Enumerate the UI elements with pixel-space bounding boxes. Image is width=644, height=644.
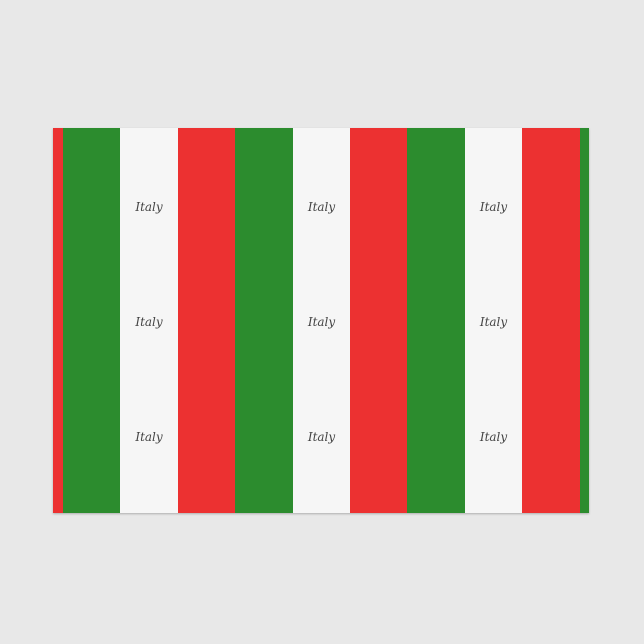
italy-label: Italy	[135, 200, 163, 214]
stripe-red	[522, 128, 580, 513]
italy-label: Italy	[479, 200, 508, 214]
stripe-green	[407, 128, 465, 513]
stripe-red	[350, 128, 407, 513]
italy-label: Italy	[307, 315, 336, 329]
stripe-white: Italy Italy Italy	[465, 128, 522, 513]
italy-label: Italy	[135, 430, 163, 444]
stripe-green	[580, 128, 589, 513]
stripe-red	[53, 128, 63, 513]
stripe-green	[63, 128, 120, 513]
italy-label: Italy	[307, 200, 336, 214]
stripe-white: Italy Italy Italy	[120, 128, 178, 513]
stripe-green	[235, 128, 293, 513]
italy-label: Italy	[307, 430, 336, 444]
stripe-white: Italy Italy Italy	[293, 128, 350, 513]
stripe-red	[178, 128, 235, 513]
striped-rug: Italy Italy Italy Italy Italy Italy Italy Italy…	[53, 128, 589, 513]
italy-label: Italy	[135, 315, 163, 329]
italy-label: Italy	[479, 315, 508, 329]
italy-label: Italy	[479, 430, 508, 444]
